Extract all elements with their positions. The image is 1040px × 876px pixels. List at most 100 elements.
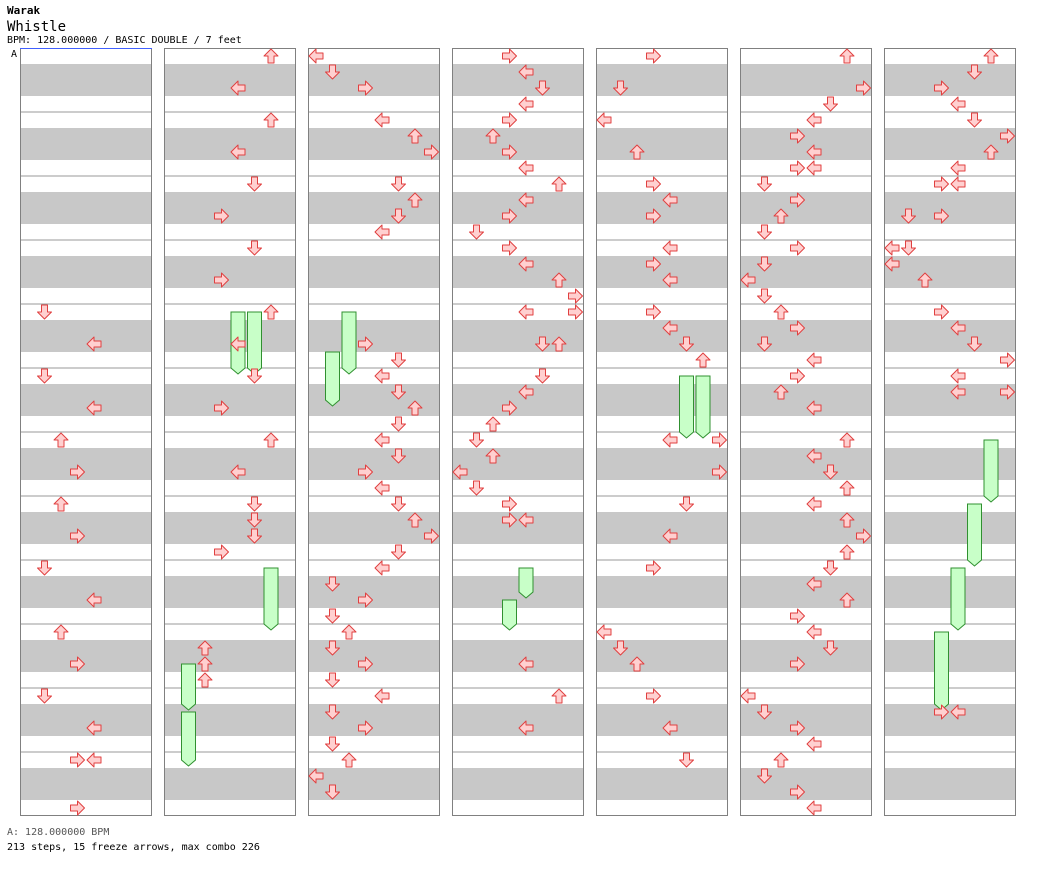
step-arrow-right [214, 400, 229, 416]
step-arrow-down [757, 336, 772, 352]
row-stripe [20, 384, 152, 400]
row-stripe [308, 768, 440, 784]
row-stripe [452, 448, 584, 464]
step-arrow-down [613, 80, 628, 96]
step-arrow-up [839, 480, 855, 496]
step-arrow-left [662, 192, 678, 208]
row-stripe [740, 64, 872, 80]
step-arrow-up [983, 144, 999, 160]
row-stripe [884, 592, 1016, 608]
step-arrow-right [568, 304, 583, 320]
step-arrow-down [823, 560, 838, 576]
row-stripe [596, 576, 728, 592]
row-stripe [308, 784, 440, 800]
step-arrow-down [901, 208, 916, 224]
row-stripe [308, 272, 440, 288]
row-stripe [164, 256, 296, 272]
row-stripe [452, 384, 584, 400]
row-stripe [452, 64, 584, 80]
step-arrow-down [469, 432, 484, 448]
row-stripe [452, 720, 584, 736]
step-arrow-up [53, 432, 69, 448]
row-stripe [452, 400, 584, 416]
artist-name: Warak [7, 4, 41, 17]
step-arrow-left [518, 384, 534, 400]
chart-info-line: BPM: 128.000000 / BASIC DOUBLE / 7 feet [7, 35, 242, 46]
row-stripe [308, 192, 440, 208]
row-stripe [452, 592, 584, 608]
step-arrow-up [263, 112, 279, 128]
row-stripe [884, 656, 1016, 672]
freeze-arrow [181, 711, 196, 767]
step-arrow-left [662, 528, 678, 544]
row-stripe [308, 464, 440, 480]
step-arrow-right [856, 528, 871, 544]
chart-column-6 [740, 48, 872, 816]
step-arrow-down [613, 640, 628, 656]
row-stripe [452, 80, 584, 96]
row-stripe [164, 384, 296, 400]
step-arrow-down [247, 496, 262, 512]
step-arrow-right [70, 528, 85, 544]
row-stripe [596, 336, 728, 352]
step-arrow-left [374, 368, 390, 384]
step-arrow-left [740, 688, 756, 704]
step-arrow-left [884, 240, 900, 256]
row-stripe [596, 208, 728, 224]
step-arrow-down [535, 336, 550, 352]
row-stripe [884, 768, 1016, 784]
row-stripe [20, 720, 152, 736]
step-arrow-left [518, 512, 534, 528]
row-stripe [884, 208, 1016, 224]
row-stripe [596, 128, 728, 144]
step-arrow-left [86, 752, 102, 768]
row-stripe [884, 512, 1016, 528]
step-arrow-left [518, 96, 534, 112]
step-arrow-left [806, 144, 822, 160]
row-stripe [884, 464, 1016, 480]
step-arrow-up [407, 512, 423, 528]
step-arrow-right [712, 464, 727, 480]
row-stripe [596, 704, 728, 720]
bpm-marker-label: A [11, 49, 17, 60]
step-arrow-left [308, 48, 324, 64]
row-stripe [884, 640, 1016, 656]
step-arrow-left [518, 304, 534, 320]
step-arrow-up [839, 512, 855, 528]
step-arrow-down [391, 448, 406, 464]
step-arrow-left [950, 176, 966, 192]
step-arrow-left [662, 320, 678, 336]
column-border [452, 48, 584, 816]
step-arrow-right [934, 304, 949, 320]
row-stripe [164, 656, 296, 672]
row-stripe [20, 128, 152, 144]
freeze-arrow [247, 311, 262, 375]
step-arrow-right [502, 48, 517, 64]
row-stripe [308, 64, 440, 80]
column-border [884, 48, 1016, 816]
row-stripe [740, 320, 872, 336]
row-stripe [740, 336, 872, 352]
step-arrow-down [325, 640, 340, 656]
step-arrow-right [790, 128, 805, 144]
step-arrow-up [53, 496, 69, 512]
row-stripe [740, 592, 872, 608]
row-stripe [20, 192, 152, 208]
step-arrow-left [596, 624, 612, 640]
step-arrow-right [712, 432, 727, 448]
step-arrow-down [325, 784, 340, 800]
step-arrow-right [646, 48, 661, 64]
freeze-arrow [983, 439, 999, 503]
step-arrow-down [757, 176, 772, 192]
step-arrow-up [485, 448, 501, 464]
step-arrow-down [325, 672, 340, 688]
step-arrow-down [967, 64, 982, 80]
row-stripe [452, 320, 584, 336]
step-arrow-down [325, 576, 340, 592]
step-arrow-right [568, 288, 583, 304]
row-stripe [308, 384, 440, 400]
row-stripe [596, 192, 728, 208]
step-arrow-left [374, 560, 390, 576]
row-stripe [740, 768, 872, 784]
row-stripe [596, 512, 728, 528]
